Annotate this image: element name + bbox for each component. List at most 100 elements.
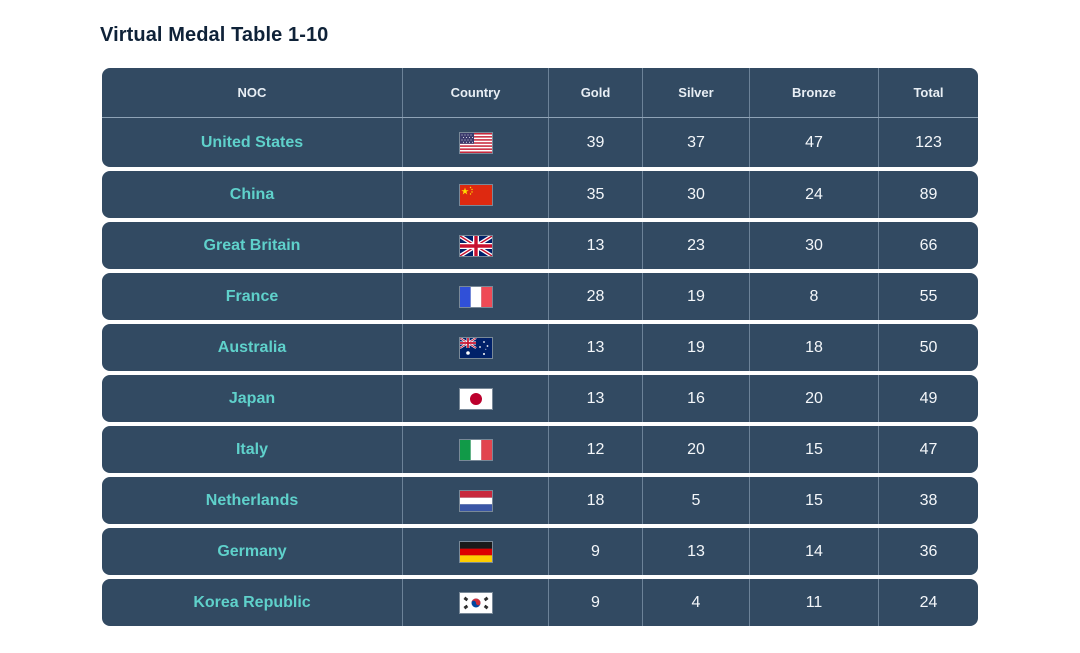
table-body: United States (102, 118, 978, 626)
gold-cell: 39 (548, 118, 642, 167)
gold-cell: 13 (548, 222, 642, 269)
total-cell: 36 (878, 528, 978, 575)
noc-name[interactable]: Great Britain (203, 236, 301, 254)
page-title: Virtual Medal Table 1-10 (100, 24, 329, 46)
flag-usa-icon (459, 132, 492, 153)
total-cell: 123 (878, 118, 978, 167)
noc-cell: Japan (102, 375, 402, 422)
noc-name[interactable]: Netherlands (205, 491, 299, 509)
noc-name[interactable]: United States (200, 133, 304, 151)
noc-name[interactable]: Japan (228, 389, 276, 407)
gold-cell: 13 (548, 375, 642, 422)
header-silver[interactable]: Silver (642, 68, 749, 117)
silver-cell: 23 (642, 222, 749, 269)
flag-germany-icon (459, 541, 492, 562)
table-row[interactable]: Italy 12 20 15 47 (102, 426, 978, 473)
noc-cell: United States (102, 118, 402, 167)
country-cell (402, 273, 548, 320)
bronze-cell: 30 (749, 222, 878, 269)
total-cell: 89 (878, 171, 978, 218)
table-row[interactable]: Korea Republic 9 4 11 24 (102, 579, 978, 626)
noc-name[interactable]: France (225, 287, 279, 305)
header-gold[interactable]: Gold (548, 68, 642, 117)
total-cell: 50 (878, 324, 978, 371)
country-cell (402, 477, 548, 524)
silver-cell: 13 (642, 528, 749, 575)
country-cell (402, 375, 548, 422)
noc-cell: Korea Republic (102, 579, 402, 626)
country-cell (402, 118, 548, 167)
gold-cell: 9 (548, 579, 642, 626)
table-row[interactable]: Great Britain 13 23 30 66 (102, 222, 978, 269)
country-cell (402, 579, 548, 626)
gold-cell: 13 (548, 324, 642, 371)
bronze-cell: 18 (749, 324, 878, 371)
noc-name[interactable]: China (229, 185, 275, 203)
total-cell: 24 (878, 579, 978, 626)
flag-france-icon (459, 286, 492, 307)
gold-cell: 28 (548, 273, 642, 320)
header-total[interactable]: Total (878, 68, 978, 117)
table-row[interactable]: China 35 30 24 89 (102, 171, 978, 218)
bronze-cell: 24 (749, 171, 878, 218)
gold-cell: 35 (548, 171, 642, 218)
silver-cell: 37 (642, 118, 749, 167)
flag-china-icon (459, 184, 492, 205)
bronze-cell: 47 (749, 118, 878, 167)
noc-cell: Australia (102, 324, 402, 371)
noc-name[interactable]: Germany (217, 542, 287, 560)
silver-cell: 30 (642, 171, 749, 218)
medal-table: NOC Country Gold Silver Bronze Total Uni… (102, 68, 978, 626)
header-country[interactable]: Country (402, 68, 548, 117)
gold-cell: 12 (548, 426, 642, 473)
country-cell (402, 324, 548, 371)
gold-cell: 18 (548, 477, 642, 524)
noc-cell: Italy (102, 426, 402, 473)
bronze-cell: 14 (749, 528, 878, 575)
noc-name[interactable]: Korea Republic (193, 593, 311, 611)
flag-australia-icon (459, 337, 492, 358)
flag-great-britain-icon (459, 235, 492, 256)
noc-cell: China (102, 171, 402, 218)
silver-cell: 5 (642, 477, 749, 524)
bronze-cell: 15 (749, 426, 878, 473)
noc-name[interactable]: Australia (217, 338, 287, 356)
country-cell (402, 222, 548, 269)
silver-cell: 19 (642, 273, 749, 320)
table-row[interactable]: France 28 19 8 55 (102, 273, 978, 320)
total-cell: 55 (878, 273, 978, 320)
silver-cell: 20 (642, 426, 749, 473)
bronze-cell: 8 (749, 273, 878, 320)
noc-name[interactable]: Italy (235, 440, 268, 458)
table-row[interactable]: United States (102, 118, 978, 167)
table-row[interactable]: Japan 13 16 20 49 (102, 375, 978, 422)
total-cell: 49 (878, 375, 978, 422)
noc-cell: Great Britain (102, 222, 402, 269)
silver-cell: 4 (642, 579, 749, 626)
table-row[interactable]: Australia 1 (102, 324, 978, 371)
gold-cell: 9 (548, 528, 642, 575)
bronze-cell: 11 (749, 579, 878, 626)
table-header: NOC Country Gold Silver Bronze Total (102, 68, 978, 118)
country-cell (402, 426, 548, 473)
total-cell: 47 (878, 426, 978, 473)
flag-korea-icon (459, 592, 492, 613)
table-row[interactable]: Germany 9 13 14 36 (102, 528, 978, 575)
silver-cell: 19 (642, 324, 749, 371)
noc-cell: Netherlands (102, 477, 402, 524)
flag-japan-icon (459, 388, 492, 409)
noc-cell: France (102, 273, 402, 320)
noc-cell: Germany (102, 528, 402, 575)
bronze-cell: 15 (749, 477, 878, 524)
table-row[interactable]: Netherlands 18 5 15 38 (102, 477, 978, 524)
total-cell: 66 (878, 222, 978, 269)
header-noc[interactable]: NOC (237, 85, 267, 100)
country-cell (402, 528, 548, 575)
total-cell: 38 (878, 477, 978, 524)
header-bronze[interactable]: Bronze (749, 68, 878, 117)
flag-netherlands-icon (459, 490, 492, 511)
silver-cell: 16 (642, 375, 749, 422)
flag-italy-icon (459, 439, 492, 460)
country-cell (402, 171, 548, 218)
bronze-cell: 20 (749, 375, 878, 422)
